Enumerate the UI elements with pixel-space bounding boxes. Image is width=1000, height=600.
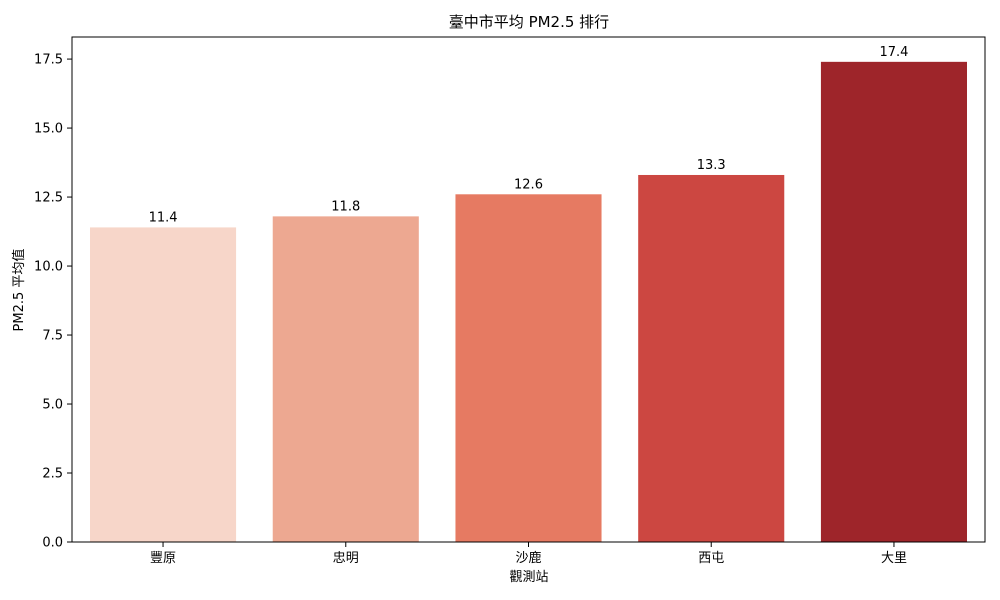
x-tick-label-2: 沙鹿	[515, 550, 541, 566]
bar-3	[638, 174, 785, 542]
y-tick-label-0: 0.0	[42, 536, 63, 551]
y-tick-label-5: 12.5	[34, 191, 63, 206]
x-axis-label: 觀測站	[509, 570, 548, 585]
y-tick-label-3: 7.5	[42, 329, 63, 344]
data-label-0: 11.4	[149, 210, 178, 225]
bar-2	[455, 194, 602, 542]
y-axis: 0.0 2.5 5.0 7.5 10.0 12.5 15.0 17.5	[34, 53, 72, 551]
data-label-3: 13.3	[697, 158, 726, 173]
data-label-1: 11.8	[331, 199, 360, 214]
x-tick-label-4: 大里	[881, 551, 907, 566]
data-label-4: 17.4	[879, 45, 908, 60]
plot-frame	[71, 36, 986, 543]
chart-title: 臺中市平均 PM2.5 排行	[449, 13, 609, 31]
y-axis-label: PM2.5 平均值	[11, 249, 27, 332]
bars-group	[90, 61, 967, 543]
x-tick-label-3: 西屯	[698, 551, 724, 566]
data-label-2: 12.6	[514, 177, 543, 192]
x-tick-label-1: 忠明	[333, 551, 359, 566]
y-tick-label-7: 17.5	[34, 53, 63, 68]
y-tick-label-2: 5.0	[42, 398, 63, 413]
bar-4	[820, 61, 967, 543]
data-labels-group: 11.4 11.8 12.6 13.3 17.4	[149, 45, 909, 226]
y-tick-label-4: 10.0	[34, 260, 63, 275]
bar-1	[272, 216, 419, 542]
x-axis: 豐原 忠明 沙鹿 西屯 大里	[150, 542, 907, 566]
y-tick-label-6: 15.0	[34, 122, 63, 137]
y-tick-label-1: 2.5	[42, 467, 63, 482]
x-tick-label-0: 豐原	[150, 551, 176, 566]
bar-0	[90, 227, 237, 542]
